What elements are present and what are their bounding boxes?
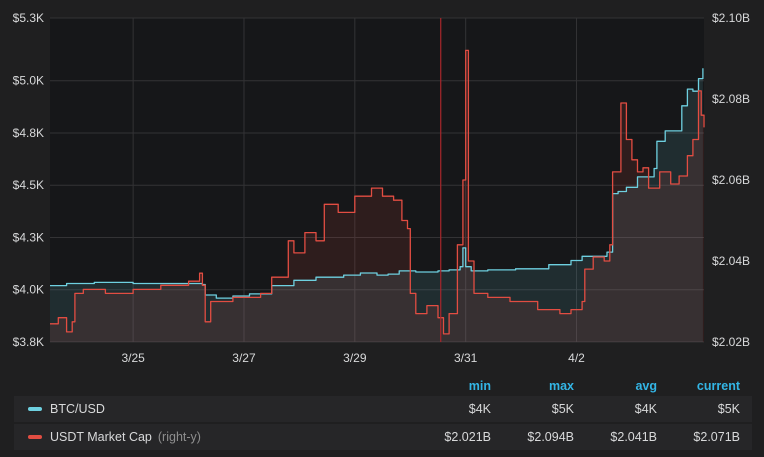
y-left-tick-label: $5.0K [13,74,44,88]
y-axis-left: $5.3K $5.0K $4.8K $4.5K $4.3K $4.0K $3.8K [13,11,44,349]
legend-min: $2.021B [444,430,491,444]
x-tick-label: 4/2 [568,351,585,365]
legend-row-btc[interactable]: BTC/USD $4K $5K $4K $5K [14,396,752,422]
series-fill-0 [50,68,703,342]
legend-row-usdt[interactable]: USDT Market Cap (right-y) $2.021B $2.094… [14,424,752,450]
legend-table: min max avg current BTC/USD $4K $5K $4K … [14,376,752,452]
legend-series-name[interactable]: BTC/USD [50,402,105,416]
legend-header-current[interactable]: current [696,379,740,393]
y-left-tick-label: $4.3K [13,230,44,244]
y-left-tick-label: $4.5K [13,178,44,192]
legend-min: $4K [468,402,491,416]
legend-header-max[interactable]: max [548,379,574,393]
chart-area: $5.3K $5.0K $4.8K $4.5K $4.3K $4.0K $3.8K $2.1… [13,11,750,365]
x-axis: 3/25 3/27 3/29 3/31 4/2 [121,351,585,365]
legend-current: $5K [717,402,740,416]
x-tick-label: 3/25 [121,351,145,365]
legend-header-avg[interactable]: avg [635,379,657,393]
y-right-tick-label: $2.02B [712,335,750,349]
series-color-swatch[interactable] [28,435,42,439]
series-line-1 [50,49,705,335]
y-axis-right: $2.10B $2.08B $2.06B $2.04B $2.02B [712,11,750,349]
series-lines [50,49,705,335]
y-left-tick-label: $4.8K [13,126,44,140]
legend-avg: $2.041B [610,430,657,444]
legend-current: $2.071B [693,430,740,444]
legend-header: min max avg current [14,376,752,396]
legend-max: $2.094B [527,430,574,444]
legend-series-name[interactable]: USDT Market Cap [50,430,152,444]
y-right-tick-label: $2.04B [712,254,750,268]
series-fills [50,50,704,343]
y-left-tick-label: $3.8K [13,335,44,349]
y-left-tick-label: $4.0K [13,283,44,297]
x-tick-label: 3/29 [343,351,367,365]
x-tick-label: 3/27 [232,351,256,365]
legend-avg: $4K [634,402,657,416]
legend-axis-note: (right-y) [157,430,201,444]
y-right-tick-label: $2.06B [712,173,750,187]
y-right-tick-label: $2.10B [712,11,750,25]
series-color-swatch[interactable] [28,407,42,411]
series-fill-1 [50,50,704,343]
y-right-tick-label: $2.08B [712,92,750,106]
legend-header-min[interactable]: min [468,379,491,393]
legend-max: $5K [551,402,574,416]
y-left-tick-label: $5.3K [13,11,44,25]
x-tick-label: 3/31 [454,351,478,365]
plot-background [50,18,704,342]
